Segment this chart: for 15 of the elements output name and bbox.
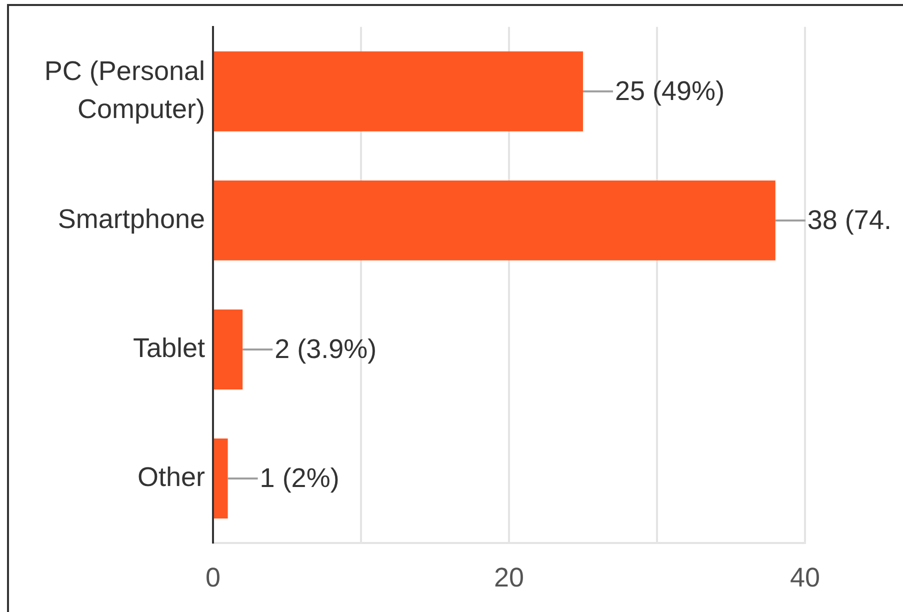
data-label: 25 (49%) <box>615 76 725 106</box>
x-tick-label: 20 <box>494 562 524 593</box>
data-label: 2 (3.9%) <box>274 334 377 364</box>
bar <box>214 438 228 518</box>
y-tick-label: Other <box>137 462 206 492</box>
bar <box>214 180 776 260</box>
data-label: 38 (74. <box>807 204 892 235</box>
bar <box>214 51 583 132</box>
bar <box>214 309 243 390</box>
x-tick-label: 0 <box>205 562 221 593</box>
y-tick-label: PC (Personal Computer) <box>44 56 205 124</box>
y-tick-label: Smartphone <box>58 204 205 234</box>
y-tick-label: Tablet <box>132 332 206 363</box>
data-label: 1 (2%) <box>260 462 340 493</box>
x-tick-label: 40 <box>790 562 820 593</box>
